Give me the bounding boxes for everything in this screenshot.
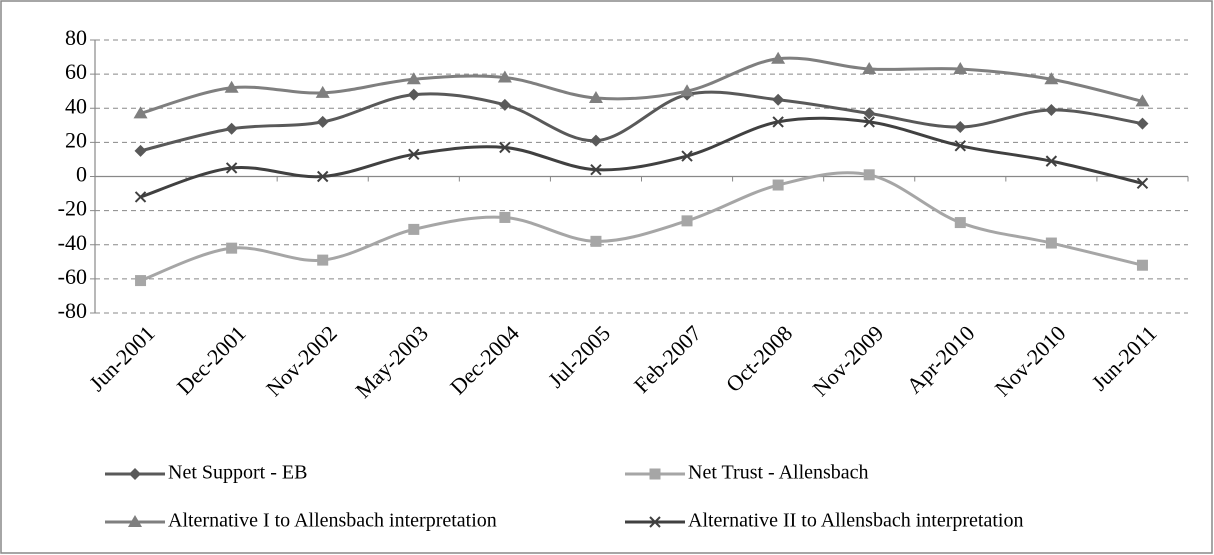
marker — [134, 191, 147, 203]
marker — [863, 116, 875, 128]
y-tick-label: -40 — [58, 230, 87, 255]
marker — [588, 91, 603, 104]
marker — [408, 223, 420, 235]
marker — [1136, 177, 1149, 190]
legend-item: Net Support - EB — [105, 462, 307, 484]
y-tick-label: 60 — [65, 59, 87, 84]
y-tick-label: 0 — [76, 162, 87, 187]
marker — [499, 141, 511, 154]
marker — [680, 84, 695, 97]
legend-label: Net Support - EB — [168, 462, 307, 484]
y-tick-label: -20 — [58, 196, 87, 221]
y-tick-label: 80 — [65, 25, 87, 50]
marker — [590, 163, 602, 176]
marker — [316, 115, 329, 128]
marker — [226, 242, 238, 254]
marker — [771, 51, 786, 64]
legend-item: Alternative I to Allensbach interpretati… — [105, 510, 497, 532]
marker — [954, 217, 966, 229]
marker — [1044, 72, 1059, 85]
legend-item: Alternative II to Allensbach interpretat… — [625, 510, 1023, 532]
marker — [681, 215, 693, 227]
series-line — [140, 171, 1143, 282]
marker — [681, 150, 693, 162]
marker — [772, 93, 785, 106]
marker — [134, 144, 147, 157]
legend-label: Net Trust - Allensbach — [688, 462, 869, 484]
y-tick-label: -80 — [58, 298, 87, 323]
marker — [135, 275, 147, 287]
marker — [1136, 259, 1148, 271]
marker — [953, 62, 968, 75]
marker — [498, 98, 511, 111]
marker — [407, 88, 420, 101]
series-line — [140, 116, 1143, 199]
marker — [499, 211, 511, 223]
legend-label: Alternative I to Allensbach interpretati… — [168, 510, 497, 532]
marker — [772, 116, 784, 128]
marker — [317, 170, 329, 183]
marker — [772, 179, 784, 191]
marker — [315, 85, 330, 98]
marker — [1135, 94, 1150, 107]
marker — [1045, 155, 1058, 167]
marker — [954, 121, 967, 134]
marker — [224, 80, 239, 93]
marker — [128, 515, 142, 527]
marker — [649, 516, 661, 528]
series-line — [140, 56, 1143, 115]
y-tick-label: 20 — [65, 127, 87, 152]
marker — [1045, 237, 1057, 249]
marker — [649, 468, 661, 480]
marker — [408, 148, 420, 161]
marker — [862, 62, 877, 75]
legend-label: Alternative II to Allensbach interpretat… — [688, 510, 1023, 532]
marker — [225, 122, 238, 135]
marker — [1136, 117, 1149, 130]
marker — [863, 107, 876, 120]
marker — [954, 140, 966, 152]
legend-item: Net Trust - Allensbach — [625, 462, 869, 484]
marker — [497, 70, 512, 83]
marker — [589, 134, 602, 147]
marker — [225, 162, 238, 174]
marker — [590, 235, 602, 247]
marker — [129, 468, 141, 480]
marker — [863, 169, 875, 181]
marker — [406, 72, 421, 85]
series-line — [140, 90, 1143, 153]
marker — [133, 106, 148, 119]
marker — [317, 254, 329, 266]
y-tick-label: -60 — [58, 264, 87, 289]
y-tick-label: 40 — [65, 93, 87, 118]
marker — [1045, 103, 1058, 116]
